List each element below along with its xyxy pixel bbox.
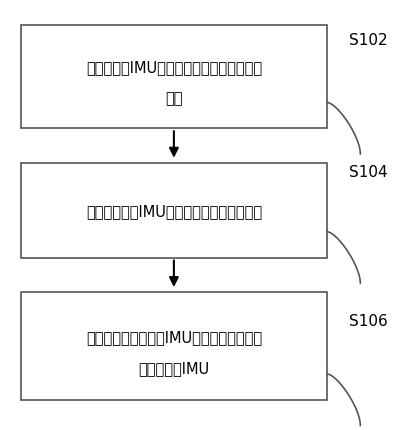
Bar xyxy=(21,163,327,258)
Text: 基于中间值和三冗余IMU发送的工作参数，: 基于中间值和三冗余IMU发送的工作参数， xyxy=(86,329,262,344)
Text: S102: S102 xyxy=(349,34,388,48)
Text: S104: S104 xyxy=(349,165,388,179)
Bar xyxy=(21,26,327,129)
Text: 确定出三冗余IMU发送的工作参数的中间值: 确定出三冗余IMU发送的工作参数的中间值 xyxy=(86,203,262,218)
Bar xyxy=(21,292,327,400)
Text: 获取三冗余IMU发送的待检测飞行器的工作: 获取三冗余IMU发送的待检测飞行器的工作 xyxy=(86,60,262,75)
Text: 确定出异常IMU: 确定出异常IMU xyxy=(138,360,210,375)
Text: S106: S106 xyxy=(349,313,388,328)
Text: 参数: 参数 xyxy=(165,91,183,106)
